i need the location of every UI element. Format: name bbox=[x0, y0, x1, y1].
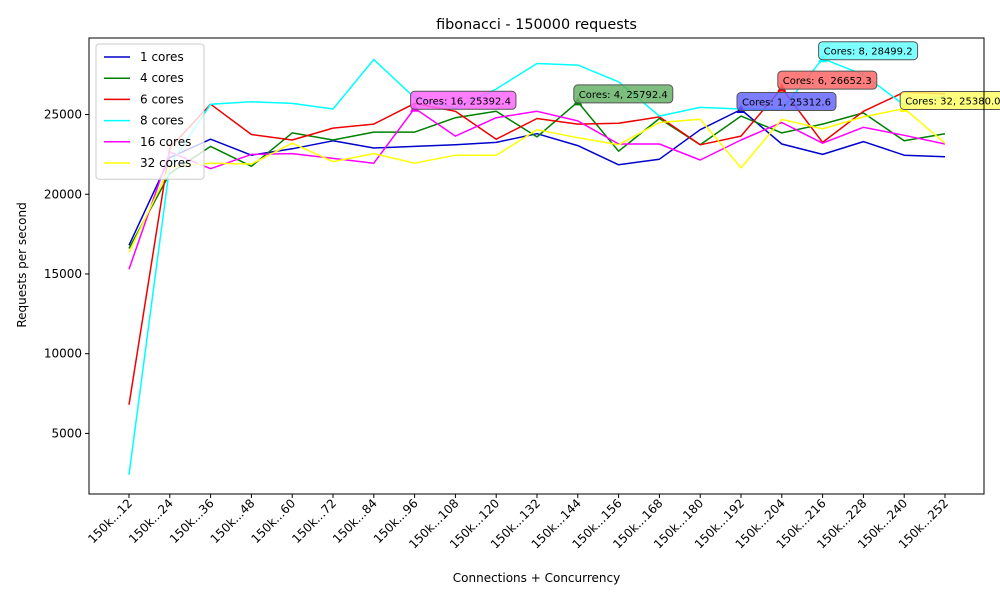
annotation-layer: Cores: 16, 25392.4 Cores: 4, 25792.4 Cores… bbox=[410, 41, 1000, 114]
y-tick-label: 10000 bbox=[44, 347, 82, 361]
peak-annotation-5: Cores: 8, 28499.2 bbox=[818, 41, 919, 61]
legend-entry-2: 4 cores bbox=[140, 71, 184, 85]
series-line-1 bbox=[128, 108, 946, 246]
chart-title: fibonacci - 150000 requests bbox=[436, 17, 637, 33]
legend-entry-4: 8 cores bbox=[140, 114, 184, 128]
peak-annotation-6: Cores: 32, 25380.0 bbox=[899, 90, 1000, 110]
series-line-3 bbox=[128, 87, 946, 405]
series-line-6 bbox=[128, 107, 946, 253]
legend-entry-3: 6 cores bbox=[140, 92, 184, 106]
y-axis-title: Requests per second bbox=[15, 202, 29, 327]
peak-annotation-3: Cores: 1, 25312.6 bbox=[736, 92, 837, 112]
plot-frame bbox=[88, 37, 985, 495]
peak-annotation-text: Cores: 16, 25392.4 bbox=[416, 96, 511, 107]
peak-annotation-text: Cores: 8, 28499.2 bbox=[824, 47, 913, 58]
x-axis-title: Connections + Concurrency bbox=[453, 571, 620, 585]
peak-annotation-4: Cores: 6, 26652.3 bbox=[777, 70, 878, 90]
series-layer bbox=[128, 57, 946, 475]
series-line-2 bbox=[128, 101, 946, 249]
peak-annotation-2: Cores: 4, 25792.4 bbox=[573, 84, 674, 104]
peak-annotation-text: Cores: 6, 26652.3 bbox=[783, 76, 872, 87]
peak-annotation-text: Cores: 32, 25380.0 bbox=[905, 96, 1000, 107]
peak-annotation-1: Cores: 16, 25392.4 bbox=[410, 90, 517, 110]
y-tick-label: 5000 bbox=[51, 426, 82, 440]
y-tick-label: 20000 bbox=[44, 187, 82, 201]
peak-annotation-text: Cores: 4, 25792.4 bbox=[579, 90, 668, 101]
y-tick-label: 25000 bbox=[44, 108, 82, 122]
series-line-4 bbox=[128, 57, 946, 475]
peak-annotation-text: Cores: 1, 25312.6 bbox=[742, 98, 831, 109]
legend-entry-5: 16 cores bbox=[140, 135, 191, 149]
legend-entry-6: 32 cores bbox=[140, 156, 191, 170]
series-line-5 bbox=[128, 107, 946, 270]
legend-entry-1: 1 cores bbox=[140, 50, 184, 64]
y-tick-label: 15000 bbox=[44, 267, 82, 281]
legend: 1 cores 4 cores 6 cores 8 cores 16 cores 32 c… bbox=[95, 43, 205, 180]
